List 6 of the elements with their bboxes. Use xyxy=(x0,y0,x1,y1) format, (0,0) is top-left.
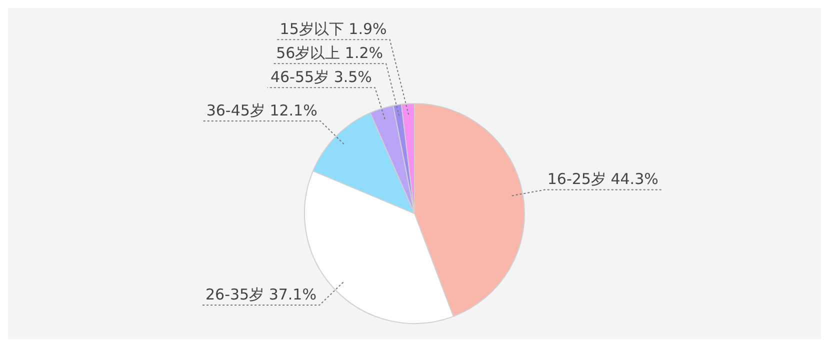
slice-label: 16-25岁 44.3% xyxy=(547,170,658,188)
slice-label: 46-55岁 3.5% xyxy=(270,68,372,86)
slice-label: 15岁以下 1.9% xyxy=(280,20,387,38)
slice-label: 36-45岁 12.1% xyxy=(206,101,318,120)
slice-label: 26-35岁 37.1% xyxy=(205,286,316,304)
slice-label: 56岁以上 1.2% xyxy=(276,44,384,62)
